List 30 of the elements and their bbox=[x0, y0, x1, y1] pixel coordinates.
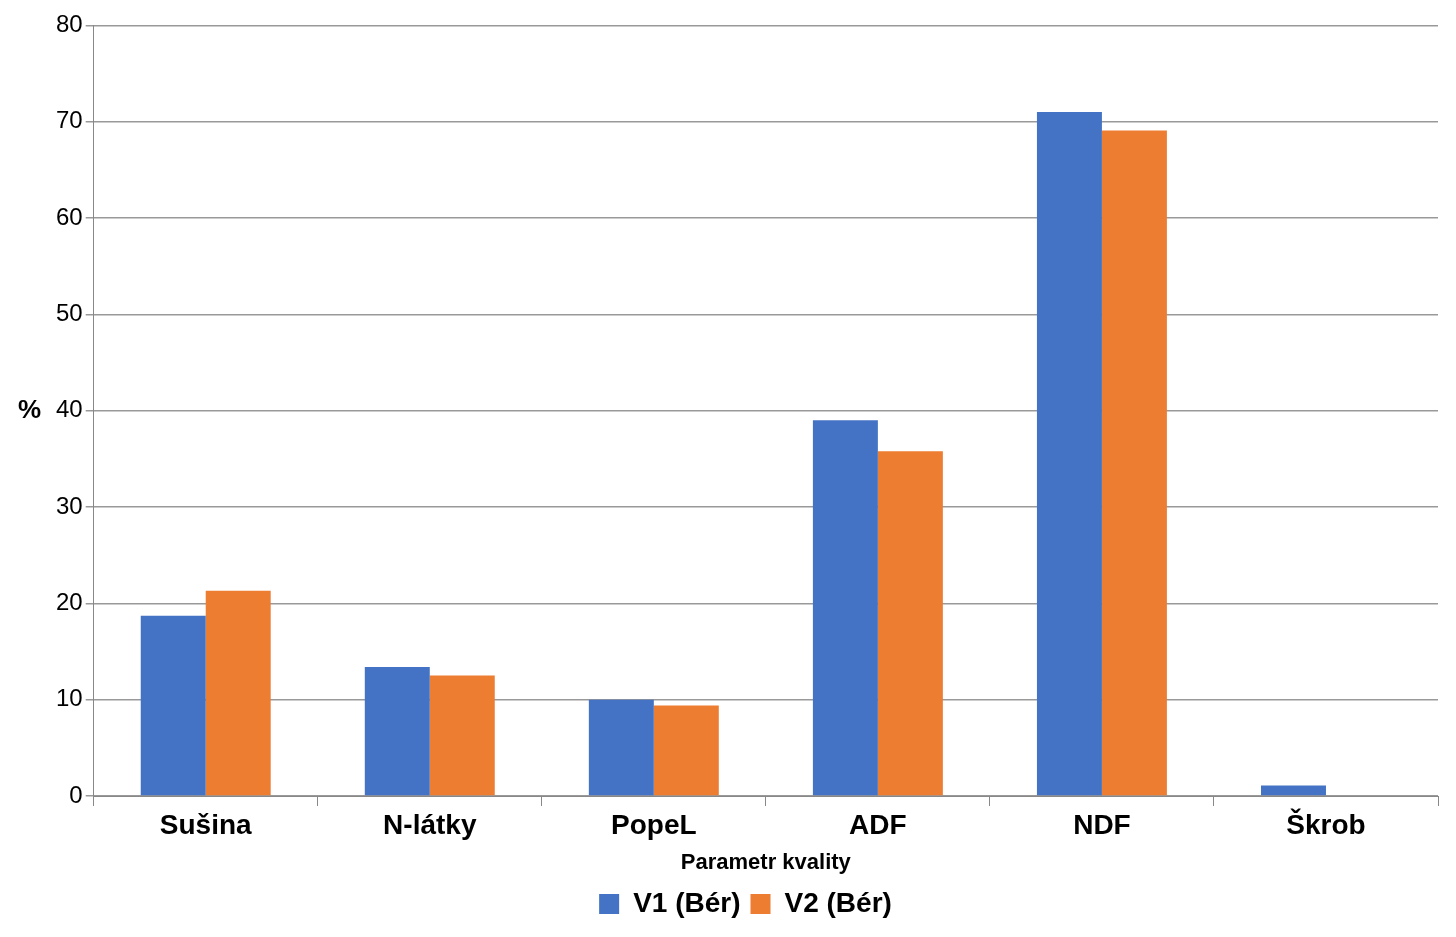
bar bbox=[1036, 112, 1102, 796]
y-tick-label: 0 bbox=[69, 780, 83, 808]
y-tick-label: 80 bbox=[55, 10, 83, 38]
bar bbox=[140, 615, 206, 796]
x-tick-label: N-látky bbox=[383, 808, 477, 840]
x-tick-label: Sušina bbox=[159, 808, 253, 840]
bar bbox=[812, 420, 878, 796]
bar bbox=[588, 699, 654, 796]
x-axis-title: Parametr kvality bbox=[680, 848, 852, 874]
x-tick-label: NDF bbox=[1073, 808, 1131, 840]
x-tick-label: PopeL bbox=[611, 808, 697, 840]
y-tick-label: 70 bbox=[55, 106, 83, 134]
y-tick-label: 20 bbox=[55, 587, 83, 615]
x-tick-label: Škrob bbox=[1286, 807, 1366, 840]
bar bbox=[877, 451, 943, 796]
y-tick-label: 60 bbox=[55, 202, 83, 230]
bar bbox=[653, 705, 719, 796]
bar bbox=[1261, 785, 1326, 796]
y-tick-label: 40 bbox=[55, 395, 83, 423]
y-tick-label: 30 bbox=[55, 491, 83, 519]
bar bbox=[205, 590, 271, 796]
bar bbox=[429, 675, 495, 796]
bar bbox=[364, 666, 430, 796]
legend-label: V2 (Bér) bbox=[784, 886, 892, 918]
y-tick-label: 10 bbox=[55, 684, 83, 712]
y-tick-label: 50 bbox=[55, 299, 83, 326]
bar bbox=[1101, 130, 1167, 796]
x-tick-label: ADF bbox=[849, 808, 907, 840]
y-axis-title: % bbox=[18, 393, 42, 424]
legend-label: V1 (Bér) bbox=[633, 886, 741, 918]
